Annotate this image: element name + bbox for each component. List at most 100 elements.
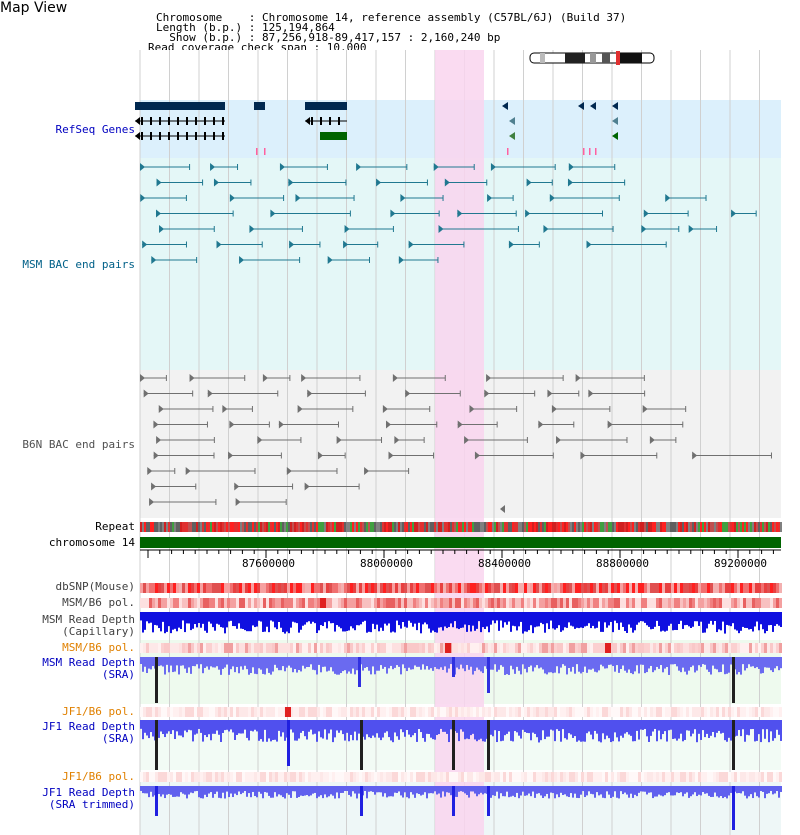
- depth-bar: [438, 657, 440, 670]
- bac-end-marker: [643, 209, 649, 218]
- repeat-segment: [604, 522, 606, 532]
- depth-bar: [608, 720, 610, 739]
- heat-cell: [329, 772, 332, 782]
- depth-bar: [236, 657, 238, 667]
- heat-cell: [194, 772, 197, 782]
- heat-cell: [608, 598, 611, 608]
- repeat-segment: [704, 522, 706, 532]
- depth-bar: [294, 720, 296, 741]
- bac-end-marker: [464, 436, 470, 444]
- depth-bar: [490, 786, 492, 798]
- depth-bar: [770, 786, 772, 791]
- depth-bar: [170, 720, 172, 734]
- depth-bar: [756, 612, 758, 622]
- heat-cell: [341, 707, 344, 717]
- repeat-segment: [540, 522, 542, 532]
- depth-bar: [700, 612, 702, 622]
- depth-bar: [720, 657, 722, 672]
- label-msm-bac[interactable]: MSM BAC end pairs: [22, 258, 135, 271]
- heat-cell: [398, 707, 401, 717]
- heat-cell: [218, 583, 221, 593]
- depth-bar: [648, 612, 650, 627]
- repeat-segment: [762, 522, 764, 532]
- heat-cell: [422, 772, 425, 782]
- heat-cell: [680, 598, 683, 608]
- depth-bar: [440, 657, 442, 668]
- repeat-segment: [264, 522, 266, 532]
- depth-bar: [142, 720, 144, 740]
- depth-bar: [432, 657, 434, 671]
- label-b6n-bac[interactable]: B6N BAC end pairs: [22, 438, 135, 451]
- depth-bar: [216, 612, 218, 624]
- label-refseq-genes[interactable]: RefSeq Genes: [55, 123, 135, 136]
- heat-cell: [230, 707, 233, 717]
- repeat-segment: [292, 522, 294, 532]
- depth-bar: [766, 657, 768, 668]
- depth-bar: [240, 786, 242, 795]
- heat-cell: [329, 707, 332, 717]
- depth-bar: [332, 612, 334, 624]
- heat-cell: [404, 598, 407, 608]
- depth-bar: [246, 786, 248, 797]
- heat-cell: [470, 583, 473, 593]
- heat-cell: [167, 583, 170, 593]
- depth-bar: [656, 786, 658, 797]
- depth-bar: [748, 657, 750, 665]
- depth-bar: [326, 786, 328, 798]
- depth-bar: [294, 612, 296, 623]
- depth-bar: [652, 657, 654, 673]
- depth-bar: [366, 720, 368, 735]
- heat-cell: [650, 772, 653, 782]
- heat-cell: [344, 772, 347, 782]
- depth-bar: [644, 720, 646, 729]
- heat-cell: [152, 643, 155, 653]
- depth-bar: [284, 612, 286, 634]
- depth-bar: [654, 612, 656, 627]
- heat-cell: [584, 598, 587, 608]
- depth-bar: [740, 786, 742, 794]
- depth-bar: [744, 786, 746, 796]
- depth-bar: [374, 720, 376, 738]
- depth-bar: [686, 786, 688, 793]
- depth-bar: [306, 612, 308, 623]
- refseq-exon: [159, 117, 161, 125]
- heat-cell: [554, 598, 557, 608]
- depth-bar: [304, 786, 306, 796]
- repeat-segment: [676, 522, 678, 532]
- depth-bar: [228, 612, 230, 622]
- heat-cell: [341, 772, 344, 782]
- depth-bar: [770, 657, 772, 671]
- depth-bar: [694, 786, 696, 793]
- heat-cell: [770, 707, 773, 717]
- heat-cell: [269, 643, 272, 653]
- depth-bar: [266, 720, 268, 742]
- depth-bar: [688, 720, 690, 731]
- depth-bar: [176, 612, 178, 632]
- depth-bar: [322, 720, 324, 739]
- heat-cell: [227, 772, 230, 782]
- repeat-segment: [246, 522, 248, 532]
- heat-cell: [470, 598, 473, 608]
- depth-bar: [666, 720, 668, 742]
- heat-cell: [668, 583, 671, 593]
- heat-cell: [455, 643, 458, 653]
- depth-bar: [464, 612, 466, 625]
- heat-cell: [734, 643, 737, 653]
- heat-cell: [410, 598, 413, 608]
- heat-cell: [230, 598, 233, 608]
- depth-spike: [155, 657, 158, 703]
- depth-bar: [724, 786, 726, 797]
- depth-bar: [214, 612, 216, 631]
- depth-bar: [418, 612, 420, 623]
- depth-bar: [398, 612, 400, 626]
- depth-bar: [240, 612, 242, 629]
- depth-bar: [316, 720, 318, 742]
- bac-end-marker: [500, 505, 505, 513]
- depth-bar: [406, 657, 408, 672]
- depth-bar: [334, 720, 336, 738]
- heat-cell: [713, 707, 716, 717]
- depth-bar: [212, 720, 214, 734]
- depth-bar: [668, 657, 670, 675]
- depth-bar: [368, 786, 370, 792]
